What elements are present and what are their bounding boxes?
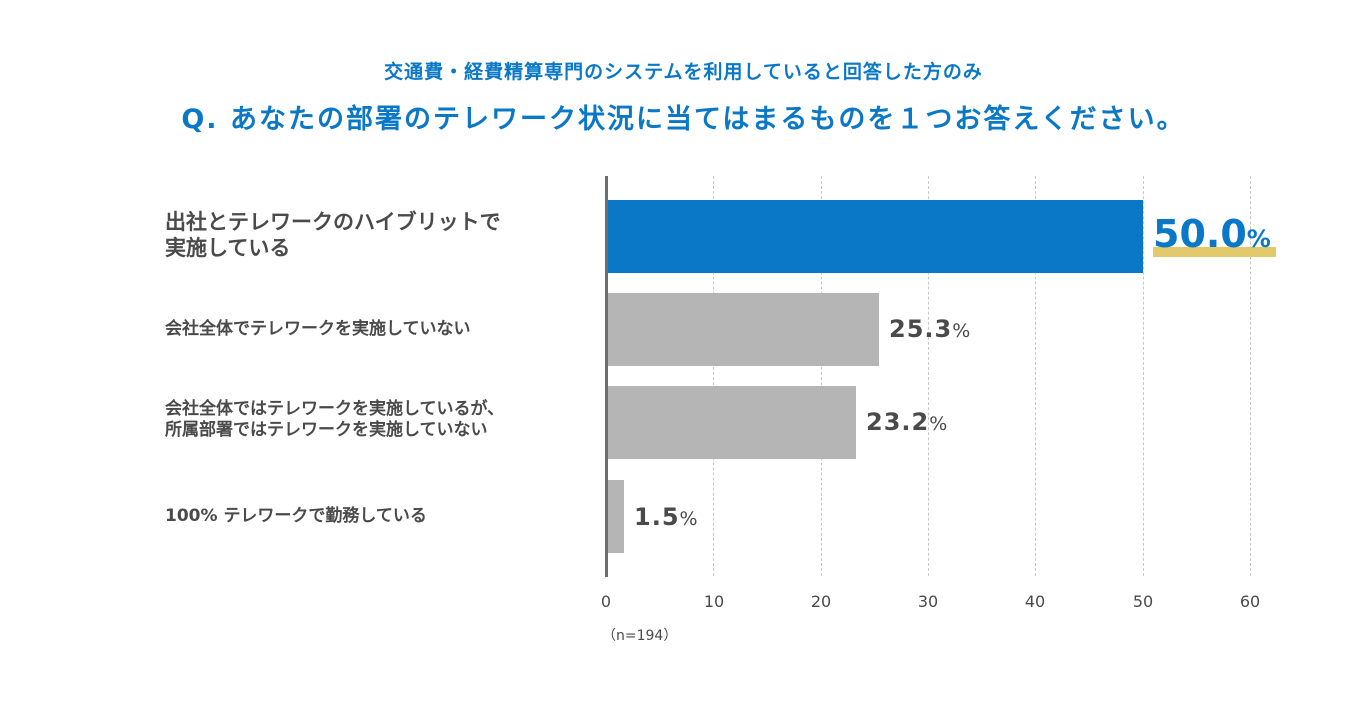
gridline-60	[1250, 176, 1251, 576]
value-number: 50.0	[1153, 212, 1247, 256]
category-label-line: 100% テレワークで勤務している	[165, 506, 427, 526]
gridline-20	[821, 176, 822, 576]
bar-hybrid	[608, 200, 1143, 273]
highlight-band	[1153, 247, 1276, 257]
value-label-company-none: 25.3%	[889, 315, 971, 343]
x-tick-10: 10	[703, 592, 725, 611]
percent-sign: %	[952, 320, 972, 342]
y-axis-line	[605, 176, 608, 577]
x-tick-20: 20	[810, 592, 832, 611]
percent-sign: %	[929, 413, 949, 435]
chart-title: Q. あなたの部署のテレワーク状況に当てはまるものを１つお答えください。	[181, 104, 1186, 135]
gridline-30	[928, 176, 929, 576]
bar-dept-none	[608, 386, 856, 459]
x-tick-60: 60	[1239, 592, 1261, 611]
value-label-full-remote: 1.5%	[634, 503, 699, 531]
category-label-line: 実施している	[165, 236, 291, 261]
chart-subtitle: 交通費・経費精算専門のシステムを利用していると回答した方のみ	[384, 61, 983, 83]
x-tick-50: 50	[1132, 592, 1154, 611]
category-label-full-remote: 100% テレワークで勤務している	[165, 506, 427, 527]
value-label-dept-none: 23.2%	[866, 408, 948, 436]
sample-size-note: （n=194）	[602, 628, 678, 644]
category-label-line: 所属部署ではテレワークを実施していない	[165, 420, 488, 441]
percent-sign: %	[1246, 225, 1271, 253]
x-tick-30: 30	[917, 592, 939, 611]
gridline-10	[713, 176, 714, 576]
category-label-dept-none: 会社全体ではテレワークを実施しているが、 所属部署ではテレワークを実施していない	[165, 399, 504, 442]
x-tick-0: 0	[600, 592, 612, 611]
value-number: 25.3	[889, 315, 953, 343]
category-label-line: 会社全体でテレワークを実施していない	[165, 319, 471, 339]
value-number: 1.5	[634, 503, 680, 531]
gridline-40	[1035, 176, 1036, 576]
category-label-line: 出社とテレワークのハイブリットで	[165, 210, 501, 234]
x-tick-40: 40	[1024, 592, 1046, 611]
value-label-hybrid: 50.0%	[1153, 212, 1271, 256]
value-number: 23.2	[866, 408, 930, 436]
category-label-line: 会社全体ではテレワークを実施しているが、	[165, 399, 505, 419]
category-label-hybrid: 出社とテレワークのハイブリットで 実施している	[165, 209, 501, 262]
percent-sign: %	[679, 508, 699, 530]
bar-full-remote	[608, 480, 624, 553]
category-label-company-none: 会社全体でテレワークを実施していない	[165, 319, 471, 340]
gridline-50	[1143, 176, 1144, 576]
bar-company-none	[608, 293, 879, 366]
